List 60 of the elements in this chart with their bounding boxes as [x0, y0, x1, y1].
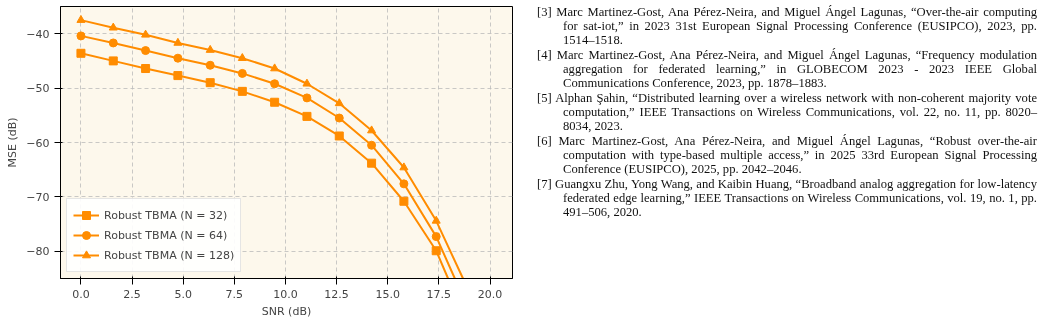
point: [141, 46, 151, 56]
x-tick-label: 12.5: [324, 287, 349, 301]
x-tick-label: 5.0: [174, 287, 192, 301]
point: [270, 97, 280, 107]
point: [205, 60, 215, 70]
point: [237, 86, 247, 96]
x-tick-label: 20.0: [477, 287, 503, 301]
text: [6] Marc Martinez-Gost, Ana Pérez-Neira, and Miguel Ángel Lagunas, “Robust over-the-air computation with type-based multiple access,” in 2025 33rd European Signal Processing Conference (EUSIPCO), 2025, pp. 2042–2046.: [537, 134, 1037, 176]
point: [399, 179, 409, 189]
point: [76, 31, 86, 41]
point: [431, 215, 441, 224]
point: [399, 162, 409, 171]
point: [76, 14, 86, 23]
x-tick-label: 2.5: [123, 287, 141, 301]
point: [334, 131, 344, 141]
point: [334, 113, 344, 123]
legend-label: Robust TBMA (N = 64): [104, 228, 228, 242]
text: [4] Marc Martinez-Gost, Ana Pérez-Neira, and Miguel Ángel Lagunas, “Frequency modulation aggregation for federated learning,” in GLOBECOM 2023 - 2023 IEEE Global Communications Conference, 2023, pp. 1878–1883.: [537, 48, 1037, 90]
x-axis-title: SNR (dB): [261, 304, 312, 318]
y-tick-label: −40: [26, 27, 50, 41]
point: [367, 125, 377, 134]
point: [270, 79, 280, 89]
y-tick-label: −60: [26, 136, 50, 150]
point: [237, 53, 247, 61]
point: [302, 78, 312, 87]
x-tick-label: 17.5: [426, 287, 452, 301]
point: [141, 29, 151, 38]
text: [3] Marc Martinez-Gost, Ana Pérez-Neira, and Miguel Ángel Lagunas, “Over-the-air computing for sat-iot,” in 2023 31st European Signal Processing Conference (EUSIPCO), 2023, pp. 1514–1518.: [537, 5, 1037, 47]
point: [108, 56, 118, 66]
point: [302, 111, 312, 121]
point: [367, 140, 377, 150]
point: [367, 158, 377, 168]
point: [399, 196, 409, 206]
point: [302, 93, 312, 103]
point: [270, 63, 280, 72]
point: [334, 98, 344, 107]
point: [173, 71, 183, 81]
y-tick-label: −80: [26, 245, 50, 259]
point: [76, 48, 86, 58]
point: [431, 232, 441, 242]
point: [108, 38, 118, 48]
point: [431, 246, 441, 256]
point: [141, 64, 151, 74]
x-tick-label: 7.5: [225, 287, 244, 301]
point: [205, 78, 215, 88]
y-tick-label: −70: [26, 190, 50, 204]
point: [173, 53, 183, 63]
text: [7] Guangxu Zhu, Yong Wang, and Kaibin Huang, “Broadband analog aggregation for low-latency federated edge learning,” IEEE Transactions on Wireless Communications, vol. 19, no. 1, pp. 491–506, 2020.: [537, 177, 1037, 219]
point: [108, 22, 118, 31]
point: [237, 68, 247, 78]
point: [173, 37, 183, 46]
x-tick-label: 0.0: [72, 287, 90, 301]
x-tick-label: 15.0: [375, 287, 400, 301]
y-tick-label: −50: [26, 82, 50, 96]
point: [205, 44, 215, 53]
x-tick-label: 10.0: [273, 287, 298, 301]
text: [5] Alphan Şahin, “Distributed learning over a wireless network with non-coherent majority vote computation,” IEEE Transactions on Wireless Communications, vol. 22, no. 11, pp. 8020–8034, 2023.: [537, 91, 1037, 133]
y-axis-title: MSE (dB): [6, 117, 20, 168]
legend-label: Robust TBMA (N = 128): [104, 248, 235, 262]
legend-label: Robust TBMA (N = 32): [104, 208, 228, 222]
